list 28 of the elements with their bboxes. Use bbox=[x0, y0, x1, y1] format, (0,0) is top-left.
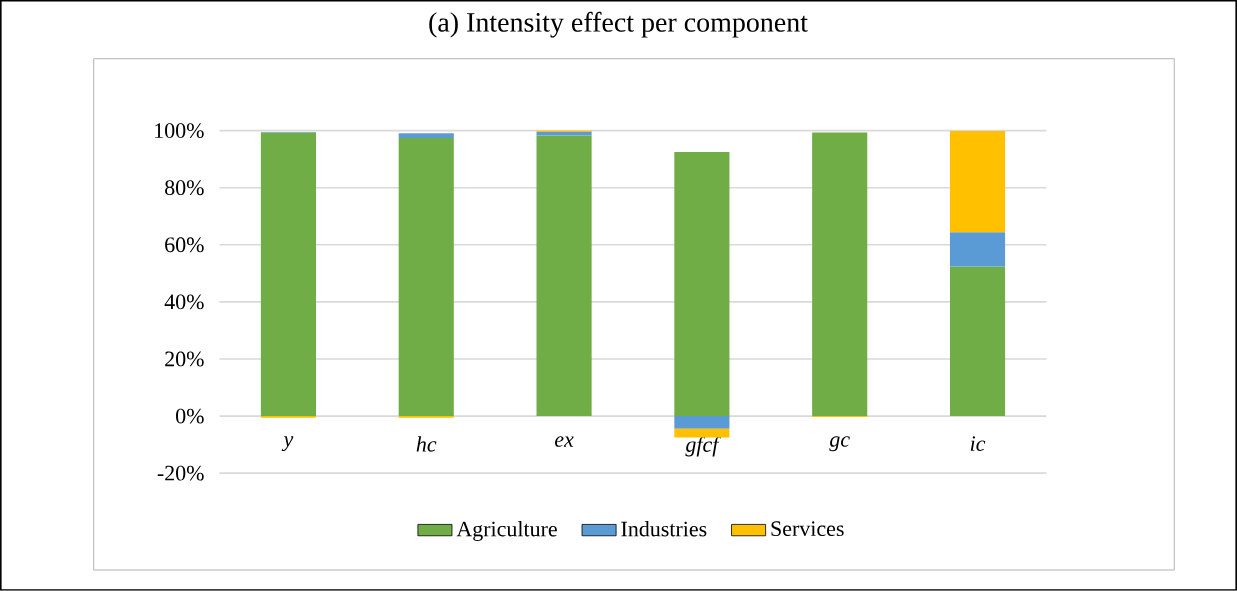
x-tick-label: ex bbox=[555, 436, 574, 447]
y-tick-label: 60% bbox=[165, 237, 204, 253]
bar bbox=[674, 152, 730, 417]
bar bbox=[674, 416, 730, 429]
bar bbox=[949, 131, 1006, 233]
bar bbox=[398, 138, 454, 417]
x-tick-label: gfcf bbox=[685, 436, 721, 457]
y-tick-label: 100% bbox=[155, 123, 204, 139]
bar bbox=[260, 132, 316, 417]
x-tick-label: ic bbox=[970, 436, 986, 452]
x-tick-label: y bbox=[281, 436, 294, 452]
bar bbox=[536, 135, 592, 417]
bar bbox=[674, 428, 730, 438]
y-tick-label: 80% bbox=[165, 180, 204, 196]
chart-title: (a) Intensity effect per component bbox=[429, 11, 808, 38]
legend-label: Services bbox=[771, 521, 844, 537]
y-tick-label: 0% bbox=[176, 408, 204, 424]
y-tick-label: -20% bbox=[157, 465, 204, 481]
y-tick-label: 40% bbox=[164, 294, 204, 310]
bar bbox=[949, 232, 1006, 267]
legend-label: Agriculture bbox=[456, 521, 557, 542]
bar bbox=[398, 133, 454, 139]
y-tick-label: 20% bbox=[165, 351, 204, 367]
bar bbox=[812, 132, 868, 417]
x-tick-label: gc bbox=[829, 436, 850, 452]
legend-label: Industries bbox=[621, 521, 707, 537]
x-tick-label: hc bbox=[416, 436, 437, 452]
bar bbox=[949, 266, 1006, 417]
